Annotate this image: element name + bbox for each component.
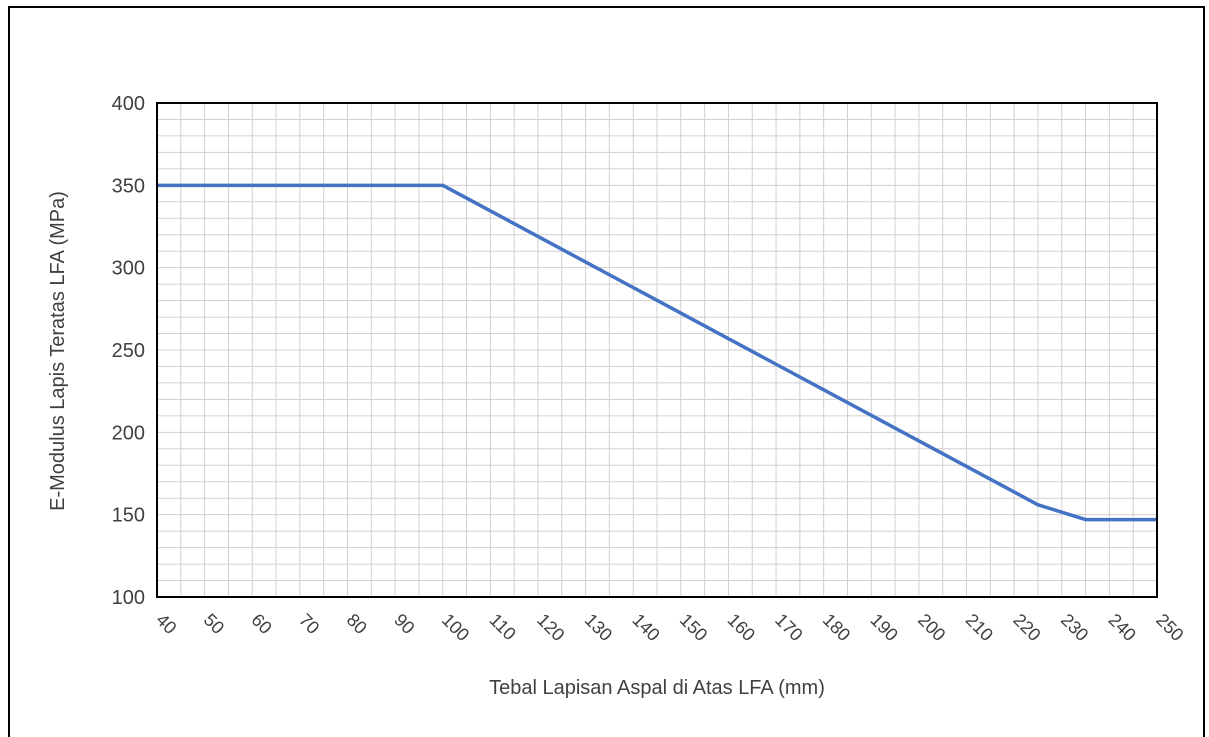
x-tick-label: 60: [247, 610, 275, 638]
x-tick-label: 180: [819, 610, 854, 645]
x-tick-label: 250: [1152, 610, 1187, 645]
x-tick-label: 130: [581, 610, 616, 645]
x-tick-label: 200: [914, 610, 949, 645]
x-tick-label: 220: [1009, 610, 1044, 645]
x-tick-label: 80: [343, 610, 371, 638]
y-axis-title: E-Modulus Lapis Teratas LFA (MPa): [47, 191, 69, 511]
x-tick-labels: 40 50 60 70 80 90 100 110 120 130 140 150 160 170 180 1…: [152, 610, 1187, 645]
x-tick-label: 100: [438, 610, 473, 645]
plot-border: [156, 102, 1158, 598]
x-tick-label: 70: [295, 610, 323, 638]
y-tick-label: 250: [112, 340, 145, 362]
x-tick-label: 150: [676, 610, 711, 645]
y-tick-label: 300: [112, 258, 145, 280]
axes: [156, 102, 1158, 598]
x-tick-label: 120: [533, 610, 568, 645]
x-axis-title: Tebal Lapisan Aspal di Atas LFA (mm): [489, 677, 825, 699]
grid: [156, 102, 1158, 598]
series-line: [157, 183, 1157, 522]
x-tick-label: 190: [866, 610, 901, 645]
x-tick-label: 160: [724, 610, 759, 645]
x-tick-label: 240: [1105, 610, 1140, 645]
x-tick-label: 90: [390, 610, 418, 638]
y-tick-label: 200: [112, 422, 145, 444]
x-tick-label: 210: [962, 610, 997, 645]
x-tick-label: 170: [771, 610, 806, 645]
y-tick-label: 400: [112, 93, 145, 115]
x-tick-label: 110: [486, 610, 520, 644]
y-tick-label: 100: [112, 587, 145, 609]
x-tick-label: 50: [200, 610, 228, 638]
series-layer: [157, 183, 1157, 522]
x-tick-label: 230: [1057, 610, 1092, 645]
x-tick-label: 140: [628, 610, 663, 645]
y-tick-label: 150: [112, 505, 145, 527]
y-tick-labels: 100 150 200 250 300 350 400: [112, 93, 145, 609]
x-tick-label: 40: [152, 610, 180, 638]
y-tick-label: 350: [112, 175, 145, 197]
chart-frame: [8, 6, 1205, 737]
